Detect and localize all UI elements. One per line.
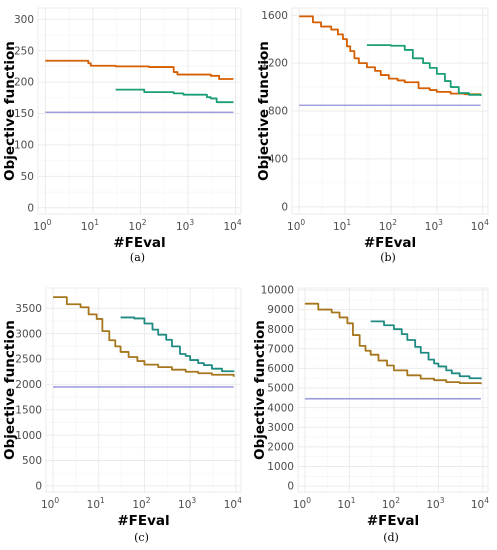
y-tick-label: 5000 xyxy=(267,383,294,395)
y-tick-label: 2000 xyxy=(267,441,294,453)
y-tick-label: 1000 xyxy=(267,461,294,473)
plot-background xyxy=(297,287,489,493)
x-tick-label: 104 xyxy=(224,496,242,511)
y-tick-label: 3000 xyxy=(267,422,294,434)
x-axis-title: #FEval xyxy=(364,235,416,251)
x-tick-label: 101 xyxy=(337,496,355,511)
y-tick-label: 400 xyxy=(268,154,288,166)
y-tick-label: 800 xyxy=(268,106,288,118)
x-tick-label: 103 xyxy=(178,496,196,511)
x-tick-label: 101 xyxy=(333,218,351,233)
series-line-tealdark xyxy=(370,320,482,380)
chart-panel: 0 1000 2000 3000 4000 5000 6000 7000 8000 9000 100… xyxy=(252,285,489,544)
series-line-orange xyxy=(299,15,482,96)
y-tick-label: 200 xyxy=(14,77,34,89)
x-tick-label: 104 xyxy=(471,496,489,511)
series-line-teal xyxy=(366,44,482,97)
x-tick-label: 102 xyxy=(379,218,397,233)
y-tick-label: 0 xyxy=(281,201,288,213)
y-tick-label: 150 xyxy=(14,108,34,120)
x-axis-title: #FEval xyxy=(113,235,165,251)
y-tick-label: 1000 xyxy=(15,430,42,442)
x-tick-label: 102 xyxy=(128,218,146,233)
y-tick-label: 0 xyxy=(27,202,34,214)
series-line-olive xyxy=(304,302,482,385)
y-tick-label: 8000 xyxy=(267,324,294,336)
y-tick-label: 50 xyxy=(21,171,34,183)
plot-background xyxy=(37,7,242,215)
y-tick-label: 3000 xyxy=(15,328,42,340)
y-axis-title: Objective function xyxy=(2,41,18,181)
panel-caption: (d) xyxy=(383,531,399,544)
x-tick-label: 104 xyxy=(471,218,489,233)
y-tick-label: 0 xyxy=(287,481,294,493)
plot-background xyxy=(45,287,242,493)
y-tick-label: 9000 xyxy=(267,304,294,316)
x-tick-label: 103 xyxy=(176,218,194,233)
y-axis-title: Objective function xyxy=(2,320,18,460)
series-line-teal xyxy=(115,88,234,104)
x-tick-label: 102 xyxy=(132,496,150,511)
y-tick-label: 7000 xyxy=(267,343,294,355)
x-tick-label: 100 xyxy=(287,218,305,233)
y-tick-label: 1200 xyxy=(261,58,288,70)
x-tick-label: 103 xyxy=(426,496,444,511)
y-axis-title: Objective function xyxy=(256,41,272,181)
x-tick-label: 103 xyxy=(425,218,443,233)
y-tick-label: 3500 xyxy=(15,303,42,315)
series-line-tealdark xyxy=(120,316,235,373)
y-tick-label: 10000 xyxy=(261,285,294,297)
y-axis-title: Objective function xyxy=(252,320,268,460)
panel-caption: (b) xyxy=(380,251,396,264)
y-tick-label: 100 xyxy=(14,140,34,152)
series-line-orange xyxy=(45,59,234,80)
y-tick-label: 0 xyxy=(35,481,42,493)
x-tick-label: 101 xyxy=(87,496,105,511)
x-axis-title: #FEval xyxy=(367,513,419,529)
y-tick-label: 300 xyxy=(14,14,34,26)
y-tick-label: 250 xyxy=(14,45,34,57)
panel-caption: (c) xyxy=(134,531,149,544)
chart-panel: 0 400 800 1200 1600 100 101 102 103 104 Objective … xyxy=(256,7,489,264)
y-tick-label: 500 xyxy=(22,455,42,467)
y-tick-label: 4000 xyxy=(267,402,294,414)
series-line-olive xyxy=(53,296,235,377)
y-tick-label: 1500 xyxy=(15,404,42,416)
chart-panel: 0 500 1000 1500 2000 2500 3000 3500 100 101 102 103… xyxy=(2,287,242,544)
x-tick-label: 101 xyxy=(81,218,99,233)
x-tick-label: 100 xyxy=(41,496,59,511)
x-tick-label: 100 xyxy=(33,218,51,233)
chart-panel: 0 50 100 150 200 250 300 100 101 102 103 104 Objecti… xyxy=(2,7,242,264)
x-tick-label: 100 xyxy=(293,496,311,511)
panel-caption: (a) xyxy=(130,251,145,264)
y-tick-label: 2500 xyxy=(15,354,42,366)
y-tick-label: 1600 xyxy=(261,10,288,22)
y-tick-label: 2000 xyxy=(15,379,42,391)
x-tick-label: 104 xyxy=(224,218,242,233)
x-tick-label: 102 xyxy=(382,496,400,511)
y-tick-label: 6000 xyxy=(267,363,294,375)
x-axis-title: #FEval xyxy=(117,513,169,529)
